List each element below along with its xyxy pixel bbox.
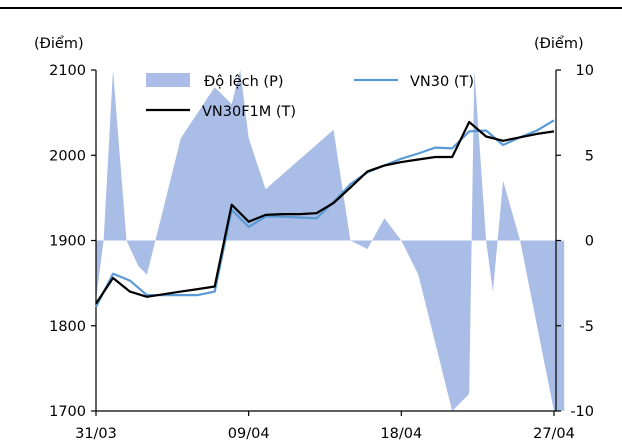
left-tick-label: 1800 — [49, 319, 86, 335]
left-axis-unit: (Điểm) — [34, 35, 84, 52]
legend: Độ lệch (P) VN30 (T) VN30F1M (T) — [146, 73, 474, 120]
legend-label-vn30: VN30 (T) — [410, 74, 474, 90]
x-tick-label: 31/03 — [75, 426, 117, 442]
right-tick-label: 5 — [585, 148, 594, 164]
x-tick-label: 09/04 — [228, 426, 270, 442]
right-tick-label: -10 — [570, 404, 594, 420]
legend-swatch-deviation — [146, 73, 190, 87]
axes-layer: 1700 1800 1900 2000 2100 -10 -5 0 5 10 31/03 09/04 1… — [49, 63, 594, 442]
vn30-line — [95, 119, 555, 308]
top-rule — [0, 7, 622, 9]
vn30f1m-line — [95, 120, 555, 305]
left-tick-label: 1900 — [49, 234, 86, 250]
right-tick-label: 0 — [585, 234, 594, 250]
right-tick-label: 10 — [576, 63, 594, 79]
right-axis-unit: (Điểm) — [534, 35, 584, 52]
left-tick-label: 2100 — [49, 63, 86, 79]
left-tick-label: 2000 — [49, 148, 86, 164]
deviation-area — [96, 70, 565, 411]
legend-label-vn30f1m: VN30F1M (T) — [202, 104, 296, 120]
right-tick-label: -5 — [580, 319, 594, 335]
left-tick-label: 1700 — [49, 404, 86, 420]
deviation-area-layer — [96, 70, 565, 411]
legend-label-deviation: Độ lệch (P) — [204, 74, 284, 90]
x-tick-label: 18/04 — [380, 426, 422, 442]
x-tick-label: 27/04 — [533, 426, 575, 442]
lines-layer — [95, 119, 555, 308]
